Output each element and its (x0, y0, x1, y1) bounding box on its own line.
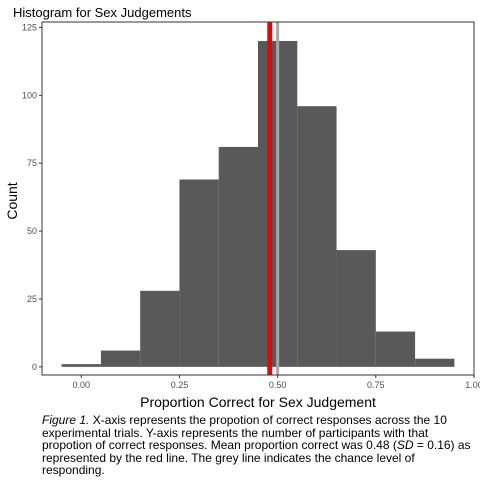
y-tick-label-0: 0 (32, 362, 37, 372)
caption-text-part-2: = 0.16) as represented by the red line. … (42, 438, 471, 477)
x-tick-label-1.00: 1.00 (465, 380, 480, 390)
histogram-bar-9 (375, 331, 416, 367)
x-axis-label: Proportion Correct for Sex Judgement (140, 394, 376, 410)
y-tick-label-50: 50 (27, 226, 37, 236)
y-tick-label-100: 100 (22, 90, 37, 100)
chart-title: Histogram for Sex Judgements (13, 5, 192, 20)
histogram-bar-3 (140, 290, 180, 367)
y-tick-label-25: 25 (27, 294, 37, 304)
y-tick-label-75: 75 (27, 158, 37, 168)
x-tick-label-0.75: 0.75 (367, 380, 385, 390)
histogram-bar-4 (179, 179, 219, 367)
x-tick-label-0.00: 0.00 (73, 380, 91, 390)
caption-figure-label: Figure 1. (42, 413, 90, 427)
y-tick-label-125: 125 (22, 22, 37, 32)
x-tick-label-0.25: 0.25 (171, 380, 189, 390)
histogram-bar-5 (218, 146, 258, 367)
histogram-chart: Histogram for Sex Judgements Proportion … (4, 5, 480, 410)
histogram-bar-1 (61, 364, 101, 367)
x-tick-label-0.50: 0.50 (269, 380, 287, 390)
histogram-bar-8 (336, 250, 376, 367)
y-axis-label: Count (4, 182, 20, 219)
caption-sd-label: SD (396, 438, 414, 452)
plot-area: 0 25 50 75 100 125 0.00 0.25 0.50 0.75 1.00 (22, 21, 480, 390)
caption-text-part-1: X-axis represents the propotion of corre… (42, 413, 447, 452)
histogram-bar-7 (297, 106, 337, 367)
plot-border (41, 21, 475, 376)
figure-caption: Figure 1. X-axis represents the propotio… (42, 414, 472, 477)
histogram-bar-10 (415, 358, 455, 367)
histogram-bar-2 (100, 350, 141, 367)
